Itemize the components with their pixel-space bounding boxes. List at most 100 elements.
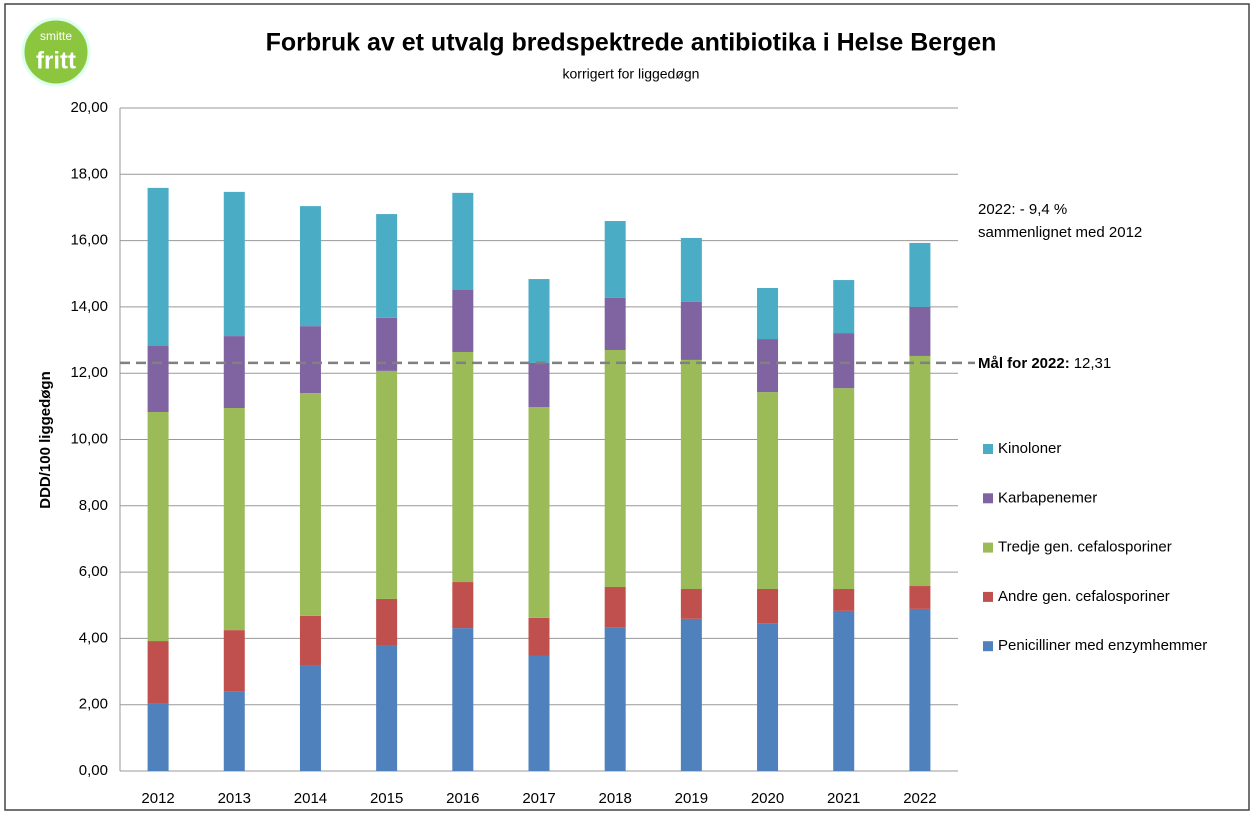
bar-segment (757, 288, 779, 340)
y-tick-label: 20,00 (70, 99, 108, 116)
bar-segment (680, 618, 702, 771)
frame (4, 3, 1250, 811)
legend-swatch (983, 542, 993, 553)
x-tick-label: 2014 (294, 790, 327, 807)
target-label: Mål for 2022: 12,31 (978, 355, 1111, 372)
x-tick-label: 2017 (522, 790, 555, 807)
bar-segment (376, 598, 398, 646)
bar-segment (528, 617, 550, 656)
legend-swatch (983, 641, 993, 652)
bar-segment (757, 623, 779, 771)
bar-segment (833, 280, 855, 334)
bar-segment (299, 393, 321, 616)
bar-segment (223, 191, 245, 337)
y-tick-label: 0,00 (79, 762, 108, 779)
bar-segment (299, 615, 321, 666)
legend-label: Kinoloner (998, 440, 1061, 457)
chart-title: Forbruk av et utvalg bredspektrede antib… (266, 29, 997, 57)
y-tick-label: 12,00 (70, 364, 108, 381)
bar-segment (604, 587, 626, 628)
bar-segment (452, 351, 474, 583)
x-tick-label: 2019 (675, 790, 708, 807)
bar-segment (452, 289, 474, 352)
bar-segment (909, 242, 931, 307)
bar-segment (376, 214, 398, 318)
bar-segment (528, 362, 550, 408)
y-tick-label: 2,00 (79, 696, 108, 713)
bar-segment (147, 703, 169, 771)
x-tick-label: 2018 (598, 790, 631, 807)
bar-segment (909, 355, 931, 587)
bar-segment (680, 237, 702, 302)
bar-segment (223, 408, 245, 631)
bar-segment (833, 589, 855, 611)
bar-segment (452, 582, 474, 629)
annotation: 2022: - 9,4 % (978, 201, 1067, 218)
target-value: 12,31 (1074, 355, 1112, 372)
bar-segment (909, 586, 931, 609)
chart-subtitle: korrigert for liggedøgn (563, 66, 700, 82)
logo-bottom: fritt (36, 47, 76, 74)
y-tick-label: 4,00 (79, 629, 108, 646)
logo (21, 17, 91, 87)
y-tick-label: 18,00 (70, 165, 108, 182)
bar-segment (528, 407, 550, 618)
legend-swatch (983, 493, 993, 504)
x-tick-label: 2012 (141, 790, 174, 807)
bar-segment (376, 317, 398, 371)
bar-segment (757, 392, 779, 590)
y-tick-label: 16,00 (70, 232, 108, 249)
bar-segment (376, 645, 398, 771)
legend-label: Penicilliner med enzymhemmer (998, 637, 1207, 654)
bar-segment (528, 655, 550, 771)
bar-segment (757, 589, 779, 624)
x-tick-label: 2022 (903, 790, 936, 807)
bar-segment (680, 359, 702, 590)
legend-label: Tredje gen. cefalosporiner (998, 539, 1172, 556)
bar-segment (299, 665, 321, 771)
bar-segment (147, 187, 169, 347)
x-tick-label: 2020 (751, 790, 784, 807)
bar-segment (223, 336, 245, 409)
bar-segment (223, 630, 245, 692)
bar-segment (147, 346, 169, 412)
target-label-text: Mål for 2022: (978, 355, 1070, 372)
bar-segment (757, 339, 779, 393)
bar-segment (604, 297, 626, 350)
legend-swatch (983, 444, 993, 454)
x-tick-label: 2015 (370, 790, 403, 807)
bar-segment (223, 691, 245, 771)
bar-segment (376, 370, 398, 599)
x-tick-label: 2016 (446, 790, 479, 807)
bar-segment (299, 326, 321, 394)
bar-segment (909, 306, 931, 356)
y-axis-label: DDD/100 liggedøgn (37, 371, 54, 509)
bar-segment (299, 206, 321, 327)
y-tick-label: 6,00 (79, 563, 108, 580)
legend-label: Karbapenemer (998, 489, 1097, 506)
bar-segment (147, 641, 169, 704)
y-tick-label: 8,00 (79, 497, 108, 514)
bar-segment (680, 589, 702, 619)
bar-segment (604, 627, 626, 771)
bar-segment (833, 610, 855, 771)
bar-segment (680, 301, 702, 360)
legend-label: Andre gen. cefalosporiner (998, 588, 1170, 605)
bar-segment (604, 349, 626, 588)
y-tick-label: 14,00 (70, 298, 108, 315)
bar-segment (147, 411, 169, 642)
legend-swatch (983, 591, 993, 602)
bar-segment (833, 388, 855, 590)
x-tick-label: 2013 (218, 790, 251, 807)
logo-top: smitte (40, 29, 72, 43)
bar-segment (909, 608, 931, 771)
bar-segment (528, 279, 550, 363)
y-tick-label: 10,00 (70, 430, 108, 447)
annotation: sammenlignet med 2012 (978, 224, 1142, 241)
x-tick-label: 2021 (827, 790, 860, 807)
bar-segment (452, 192, 474, 290)
bar-segment (833, 333, 855, 389)
bar-segment (604, 221, 626, 298)
bar-segment (452, 628, 474, 771)
